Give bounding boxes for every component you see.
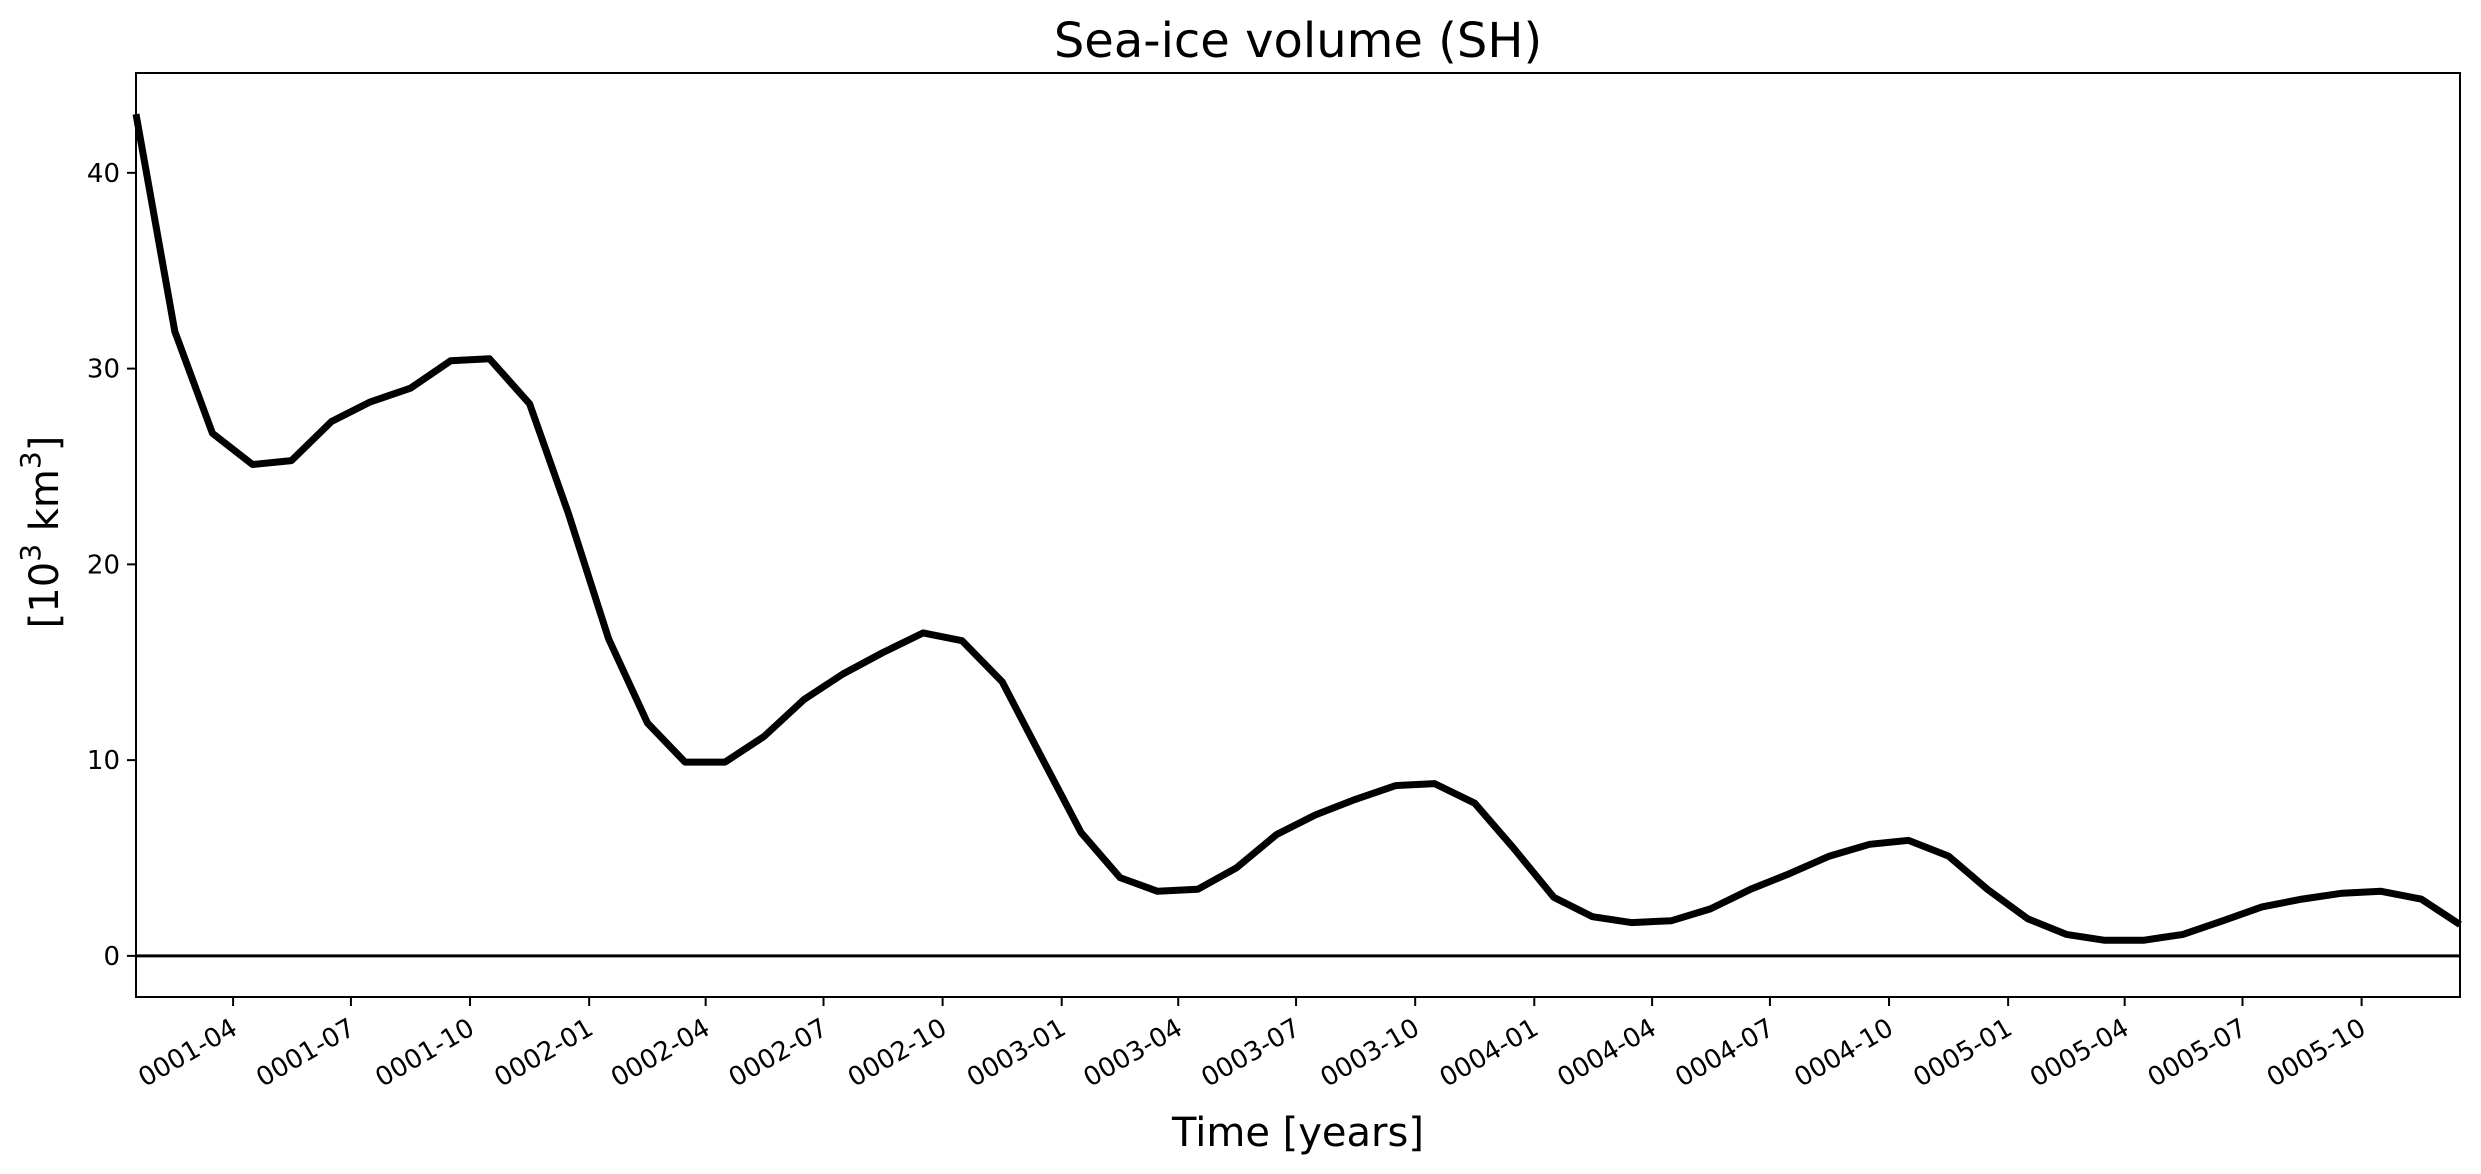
x-tick-label: 0002-01 (490, 1013, 599, 1093)
x-tick-label: 0004-10 (1789, 1013, 1898, 1093)
x-tick-label: 0001-10 (370, 1013, 479, 1093)
x-tick-label: 0004-07 (1670, 1013, 1779, 1093)
series-line (132, 113, 2462, 944)
x-tick-label: 0005-01 (1909, 1013, 2018, 1093)
y-axis-label: [103 km3] (14, 436, 68, 629)
x-tick-label: 0001-04 (134, 1013, 243, 1093)
y-tick-label: 30 (87, 355, 120, 385)
y-axis-label-unit: km (22, 469, 68, 544)
plot-frame (135, 72, 2461, 998)
y-axis-label-suffix: ] (22, 436, 68, 452)
x-tick-label: 0001-07 (251, 1013, 360, 1093)
y-tick-label: 20 (87, 550, 120, 580)
x-tick-label: 0002-04 (606, 1013, 715, 1093)
x-tick-label: 0004-01 (1435, 1013, 1544, 1093)
chart-title: Sea-ice volume (SH) (1054, 13, 1542, 69)
y-axis-label-prefix: [10 (22, 562, 68, 629)
x-tick-label: 0002-10 (843, 1013, 952, 1093)
y-tick-label: 0 (103, 942, 120, 972)
x-tick-label: 0002-07 (724, 1013, 833, 1093)
x-tick-label: 0003-10 (1316, 1013, 1425, 1093)
x-tick-label: 0005-07 (2143, 1013, 2252, 1093)
y-axis-label-unit-exponent: 3 (14, 451, 47, 469)
x-tick-label: 0003-01 (962, 1013, 1071, 1093)
x-tick-label: 0005-10 (2262, 1013, 2371, 1093)
y-tick-label: 10 (87, 746, 120, 776)
x-tick-label: 0005-04 (2025, 1013, 2134, 1093)
x-tick-label: 0003-07 (1196, 1013, 1305, 1093)
x-tick-label: 0004-04 (1553, 1013, 1662, 1093)
x-tick-label: 0003-04 (1079, 1013, 1188, 1093)
y-axis-label-exponent: 3 (14, 544, 47, 562)
y-tick-label: 40 (87, 159, 120, 189)
x-axis-label: Time [years] (1171, 1110, 1424, 1156)
